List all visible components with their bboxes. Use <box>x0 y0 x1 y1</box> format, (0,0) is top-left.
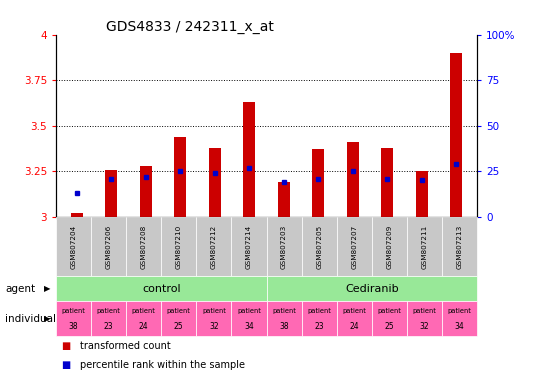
Text: GSM807207: GSM807207 <box>351 225 357 269</box>
Bar <box>243 102 255 217</box>
Text: control: control <box>142 284 181 294</box>
Bar <box>416 171 428 217</box>
Text: ■: ■ <box>61 341 70 351</box>
Bar <box>140 166 152 217</box>
Text: GSM807206: GSM807206 <box>106 225 111 269</box>
Text: patient: patient <box>202 308 226 314</box>
Text: patient: patient <box>448 308 471 314</box>
Text: 32: 32 <box>419 322 429 331</box>
Text: transformed count: transformed count <box>80 341 171 351</box>
Bar <box>278 182 290 217</box>
Bar <box>381 148 393 217</box>
Text: 25: 25 <box>384 322 394 331</box>
Text: 34: 34 <box>244 322 254 331</box>
Text: GDS4833 / 242311_x_at: GDS4833 / 242311_x_at <box>107 20 274 33</box>
Bar <box>105 170 117 217</box>
Text: patient: patient <box>413 308 437 314</box>
Text: patient: patient <box>272 308 296 314</box>
Text: 38: 38 <box>69 322 78 331</box>
Bar <box>312 149 324 217</box>
Text: Cediranib: Cediranib <box>345 284 399 294</box>
Text: patient: patient <box>307 308 331 314</box>
Text: 24: 24 <box>350 322 359 331</box>
Text: agent: agent <box>5 284 36 294</box>
Text: 34: 34 <box>455 322 464 331</box>
Bar <box>347 142 359 217</box>
Text: ■: ■ <box>61 360 70 370</box>
Text: 38: 38 <box>279 322 289 331</box>
Text: patient: patient <box>167 308 191 314</box>
Text: 32: 32 <box>209 322 219 331</box>
Bar <box>174 137 186 217</box>
Text: patient: patient <box>237 308 261 314</box>
Text: patient: patient <box>96 308 120 314</box>
Text: GSM807203: GSM807203 <box>281 225 287 269</box>
Text: GSM807211: GSM807211 <box>422 225 427 269</box>
Text: percentile rank within the sample: percentile rank within the sample <box>80 360 245 370</box>
Text: GSM807210: GSM807210 <box>176 225 182 269</box>
Bar <box>71 214 83 217</box>
Text: 23: 23 <box>314 322 324 331</box>
Text: GSM807204: GSM807204 <box>70 225 77 269</box>
Bar <box>450 53 462 217</box>
Text: patient: patient <box>377 308 401 314</box>
Text: GSM807209: GSM807209 <box>386 225 392 269</box>
Text: ▶: ▶ <box>44 314 51 323</box>
Text: patient: patient <box>62 308 85 314</box>
Text: GSM807205: GSM807205 <box>316 225 322 269</box>
Text: ▶: ▶ <box>44 285 51 293</box>
Text: patient: patient <box>132 308 156 314</box>
Text: 23: 23 <box>104 322 114 331</box>
Bar <box>209 148 221 217</box>
Text: GSM807214: GSM807214 <box>246 225 252 269</box>
Text: 24: 24 <box>139 322 149 331</box>
Text: individual: individual <box>5 314 56 324</box>
Text: 25: 25 <box>174 322 183 331</box>
Text: GSM807208: GSM807208 <box>141 225 147 269</box>
Text: GSM807212: GSM807212 <box>211 225 217 269</box>
Text: patient: patient <box>342 308 366 314</box>
Text: GSM807213: GSM807213 <box>456 225 463 269</box>
